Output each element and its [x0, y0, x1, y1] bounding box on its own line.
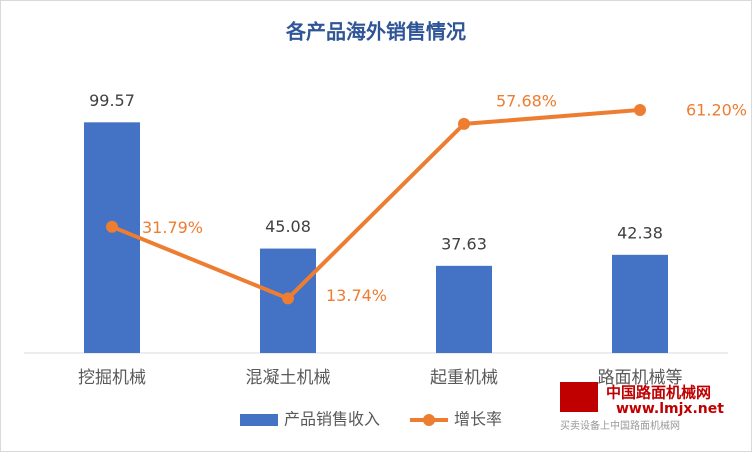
legend-swatch — [423, 414, 436, 426]
bar — [84, 122, 140, 353]
x-tick-label: 路面机械等 — [598, 368, 683, 388]
data-label: 37.63 — [441, 234, 487, 253]
legend-label: 产品销售收入 — [284, 410, 380, 429]
watermark-text: www.lmjx.net — [616, 401, 724, 417]
x-tick-label: 挖掘机械 — [78, 368, 146, 388]
legend-swatch — [240, 414, 278, 426]
x-tick-label: 混凝土机械 — [246, 368, 331, 388]
watermark: 中国路面机械网 www.lmjx.net 买卖设备上中国路面机械网 — [560, 382, 724, 432]
x-tick-label: 起重机械 — [430, 368, 498, 388]
data-label: 45.08 — [265, 217, 311, 236]
watermark-text: 买卖设备上中国路面机械网 — [560, 419, 680, 432]
line-point — [634, 103, 646, 116]
bar — [436, 265, 492, 353]
chart-title: 各产品海外销售情况 — [285, 20, 466, 44]
data-label: 42.38 — [617, 223, 663, 242]
data-label: 99.57 — [89, 91, 135, 110]
data-label: 13.74% — [326, 286, 387, 305]
data-label: 61.20% — [686, 100, 747, 119]
data-label: 57.68% — [496, 91, 557, 110]
line-point — [282, 292, 294, 305]
legend-label: 增长率 — [454, 410, 502, 429]
data-label: 31.79% — [142, 218, 203, 237]
line-point — [458, 117, 470, 130]
watermark-logo — [560, 382, 598, 412]
bar — [612, 254, 668, 353]
watermark-text: 中国路面机械网 — [606, 384, 711, 402]
line — [111, 107, 641, 301]
line-point — [106, 220, 118, 233]
